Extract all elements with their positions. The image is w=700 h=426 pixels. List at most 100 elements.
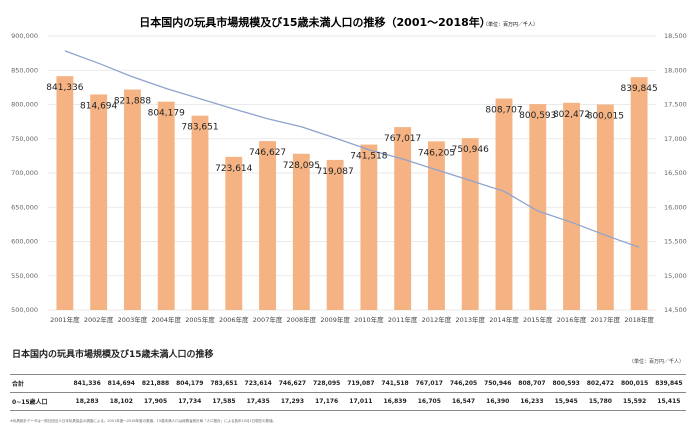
bar-value-label: 800,593 [519,111,556,121]
table-cell: 18,102 [104,392,139,411]
table-cell: 804,179 [172,374,207,393]
bar-value-label: 728,095 [283,161,320,171]
left-tick-label: 700,000 [11,169,38,177]
table-cell: 17,734 [172,392,207,411]
x-tick-label: 2016年度 [557,315,587,324]
chart-unit-label: （単位：百万円／千人） [483,21,538,28]
grid-lines [48,35,656,311]
right-tick-label: 15,000 [664,272,687,280]
bar-value-label: 719,087 [317,167,354,177]
right-tick-label: 17,500 [664,101,687,109]
table-row-label: 0~15歳人口 [10,392,70,411]
right-tick-label: 15,500 [664,238,687,246]
bar-value-label: 808,707 [485,106,522,116]
x-tick-label: 2009年度 [320,315,350,324]
bar-value-label: 783,651 [181,123,218,133]
table-cell: 17,011 [343,392,378,411]
right-axis: 18,500 18,000 17,500 17,000 16,500 16,000 15,5… [664,32,687,314]
x-tick-label: 2003年度 [118,315,148,324]
table-row: 0~15歳人口 18,283 18,102 17,905 17,734 17,585 17,… [10,392,686,411]
table-cell: 800,015 [617,374,652,393]
x-tick-label: 2012年度 [422,315,452,324]
table-cell: 783,651 [206,374,242,393]
table-cell: 723,614 [241,374,276,393]
bar [225,156,243,310]
left-tick-label: 600,000 [11,238,38,246]
data-table: 合計 841,336 814,694 821,888 804,179 783,651 723… [10,374,686,411]
table-cell: 16,233 [514,392,550,411]
table-unit-label: （単位：百万円／千人） [628,359,684,365]
chart-title: 日本国内の玩具市場規模及び15歳未満人口の推移（2001〜2018年） [139,15,491,29]
bar-value-label: 814,694 [80,101,117,111]
bar-series [56,76,648,311]
x-tick-label: 2006年度 [219,315,249,324]
right-tick-label: 16,500 [664,169,687,177]
bar-value-label: 800,015 [587,111,624,121]
bar [292,153,310,310]
x-tick-label: 2004年度 [151,315,181,324]
table-cell: 17,435 [241,392,276,411]
table-cell: 719,087 [343,374,378,393]
bar-value-label: 821,888 [114,97,151,107]
table-cell: 15,780 [583,392,618,411]
right-tick-label: 16,000 [664,203,687,211]
left-tick-label: 500,000 [11,306,38,314]
x-tick-label: 2002年度 [84,315,114,324]
bar [360,144,378,310]
left-tick-label: 900,000 [11,32,38,40]
table-cell: 16,839 [377,392,413,411]
table-cell: 839,845 [651,374,686,393]
table-cell: 16,390 [480,392,515,411]
table-footnote: ※玩具統計データは一般社団法人日本玩具協会の調査による。2001年度〜2018年… [10,419,277,423]
table-cell: 841,336 [70,374,105,393]
table-cell: 15,945 [549,392,584,411]
right-tick-label: 18,000 [664,66,687,74]
x-tick-label: 2017年度 [591,315,621,324]
table-cell: 808,707 [514,374,550,393]
bar [157,101,175,310]
x-tick-label: 2015年度 [523,315,553,324]
bar-value-label: 839,845 [621,84,658,94]
bar [563,102,580,311]
toy-market-chart: 日本国内の玩具市場規模及び15歳未満人口の推移（2001〜2018年） （単位：… [11,15,687,324]
left-tick-label: 800,000 [11,101,38,109]
bar-value-label: 802,472 [553,110,590,120]
bar-value-label: 750,946 [452,145,489,155]
table-cell: 800,593 [549,374,584,393]
table-cell: 17,585 [206,392,242,411]
x-tick-label: 2010年度 [354,315,384,324]
table-cell: 15,592 [617,392,652,411]
bar-value-label: 841,336 [46,83,83,93]
left-axis: 900,000 850,000 800,000 750,000 700,000 650,0… [11,32,38,314]
x-tick-label: 2018年度 [624,315,654,324]
table-cell: 746,627 [275,374,310,393]
bar-value-label: 804,179 [148,109,185,119]
left-tick-label: 550,000 [11,272,38,280]
table-cell: 767,017 [412,374,447,393]
table-cell: 18,283 [70,392,105,411]
bar-value-label: 741,518 [350,152,387,162]
x-tick-label: 2008年度 [287,315,317,324]
population-line-series [64,50,640,248]
bar [90,94,108,311]
x-tick-label: 2014年度 [489,315,519,324]
bar [326,159,344,310]
x-tick-label: 2013年度 [455,315,485,324]
bar [124,89,141,311]
table-cell: 16,547 [446,392,481,411]
x-axis: 2001年度 2002年度 2003年度 2004年度 2005年度 2006年度 2007… [50,315,654,324]
bar [630,77,648,310]
bar [596,104,614,311]
left-tick-label: 650,000 [11,203,38,211]
right-tick-label: 17,000 [664,135,687,143]
table-cell: 17,293 [275,392,310,411]
table-cell: 728,095 [309,374,344,393]
table-cell: 15,415 [651,392,686,411]
table-cell: 17,176 [309,392,344,411]
table-cell: 17,905 [138,392,173,411]
left-tick-label: 850,000 [11,66,38,74]
right-tick-label: 18,500 [664,32,687,40]
bar [495,98,513,310]
bar [529,104,547,310]
x-tick-label: 2011年度 [388,315,418,324]
